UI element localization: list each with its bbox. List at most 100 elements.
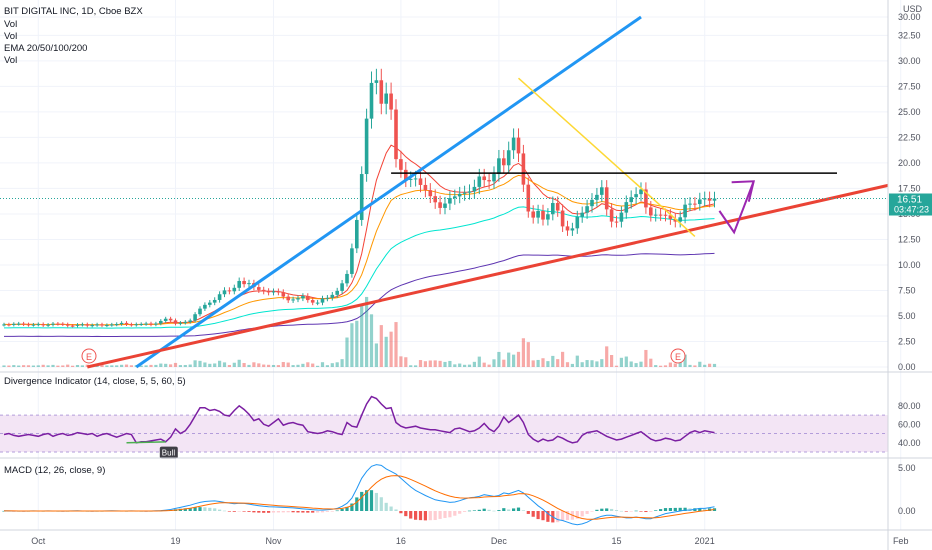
candle[interactable]: [394, 99, 398, 168]
candle[interactable]: [193, 312, 197, 323]
candle[interactable]: [658, 208, 663, 221]
candle[interactable]: [159, 319, 163, 326]
candle[interactable]: [26, 322, 31, 327]
candle[interactable]: [389, 82, 393, 120]
candle[interactable]: [296, 295, 300, 303]
earnings-badge-1[interactable]: E: [81, 348, 97, 364]
candle[interactable]: [619, 206, 624, 228]
candle[interactable]: [673, 213, 678, 228]
legend-vol-3[interactable]: Vol: [4, 55, 17, 66]
candle[interactable]: [212, 297, 217, 306]
candle[interactable]: [119, 321, 124, 326]
candle[interactable]: [56, 322, 60, 326]
candle[interactable]: [379, 68, 384, 115]
candle[interactable]: [688, 197, 692, 212]
candle[interactable]: [521, 144, 526, 192]
candle[interactable]: [36, 322, 41, 327]
candle[interactable]: [124, 321, 129, 327]
candle[interactable]: [46, 323, 50, 327]
candle[interactable]: [320, 295, 325, 306]
legend[interactable]: BIT DIGITAL INC, 1D, Cboe BZX Vol Vol EM…: [4, 6, 143, 66]
candle[interactable]: [168, 316, 173, 323]
candle[interactable]: [276, 288, 281, 296]
candles[interactable]: [2, 68, 717, 328]
candle[interactable]: [565, 220, 570, 236]
candle[interactable]: [261, 286, 266, 295]
candle[interactable]: [580, 206, 584, 223]
candle[interactable]: [541, 204, 545, 226]
candle[interactable]: [325, 295, 330, 302]
candle[interactable]: [95, 322, 99, 327]
candle[interactable]: [114, 322, 119, 327]
candle[interactable]: [428, 183, 433, 204]
trendline-yellow[interactable]: [517, 77, 696, 237]
candle[interactable]: [590, 193, 594, 213]
candle[interactable]: [310, 297, 315, 306]
candle[interactable]: [345, 270, 349, 287]
candle[interactable]: [467, 184, 472, 200]
candle[interactable]: [129, 322, 134, 327]
candle[interactable]: [546, 208, 550, 226]
candle[interactable]: [649, 201, 653, 222]
candle[interactable]: [438, 195, 442, 215]
candle[interactable]: [511, 128, 516, 159]
candle[interactable]: [531, 205, 535, 224]
candle[interactable]: [105, 323, 109, 328]
candle[interactable]: [31, 322, 36, 327]
macd-title[interactable]: MACD (12, 26, close, 9): [4, 465, 105, 476]
candle[interactable]: [453, 189, 457, 205]
candle[interactable]: [51, 322, 55, 327]
candle[interactable]: [551, 196, 555, 221]
candle[interactable]: [281, 289, 286, 300]
candle[interactable]: [242, 277, 246, 288]
candle[interactable]: [516, 128, 521, 162]
candle[interactable]: [85, 322, 90, 328]
rsi-title[interactable]: Divergence Indicator (14, close, 5, 5, 6…: [4, 376, 186, 387]
candle[interactable]: [497, 149, 501, 182]
macd-axis[interactable]: 5.00 0.00: [898, 463, 916, 516]
rsi-axis[interactable]: 80.00 60.00 40.00: [898, 401, 921, 448]
candle[interactable]: [315, 300, 320, 306]
candle[interactable]: [330, 291, 335, 301]
candle[interactable]: [678, 211, 682, 228]
candle[interactable]: [203, 302, 207, 311]
candle[interactable]: [163, 316, 168, 323]
candle[interactable]: [418, 170, 423, 193]
candle[interactable]: [173, 318, 178, 326]
candle[interactable]: [335, 287, 339, 298]
candle[interactable]: [482, 168, 486, 188]
price-pane[interactable]: [0, 15, 889, 369]
candle[interactable]: [369, 71, 374, 129]
trendline-red[interactable]: [86, 183, 889, 369]
projection-arrow[interactable]: [718, 180, 755, 235]
candle[interactable]: [100, 322, 104, 328]
candle[interactable]: [624, 195, 629, 219]
time-axis[interactable]: Oct19Nov16Dec152021Feb15Mar15Apr19May17: [31, 536, 932, 546]
candle[interactable]: [41, 322, 45, 327]
candle[interactable]: [536, 204, 540, 224]
candle[interactable]: [217, 291, 222, 303]
candle[interactable]: [301, 293, 305, 302]
legend-title[interactable]: BIT DIGITAL INC, 1D, Cboe BZX: [4, 6, 143, 17]
candle[interactable]: [208, 300, 212, 308]
candle[interactable]: [7, 322, 11, 327]
candle[interactable]: [257, 283, 261, 293]
candle[interactable]: [12, 322, 16, 327]
candle[interactable]: [457, 186, 462, 204]
candle[interactable]: [609, 203, 614, 228]
legend-vol-2[interactable]: Vol: [4, 31, 17, 42]
candle[interactable]: [600, 180, 604, 202]
candle[interactable]: [350, 243, 354, 278]
candle[interactable]: [433, 189, 437, 209]
candle[interactable]: [266, 288, 271, 296]
rsi-pane[interactable]: Bull: [0, 395, 888, 459]
candle[interactable]: [139, 322, 143, 326]
candle[interactable]: [364, 108, 369, 182]
candle[interactable]: [492, 166, 496, 189]
candle[interactable]: [61, 322, 65, 327]
legend-ema[interactable]: EMA 20/50/100/200: [4, 43, 87, 54]
candle[interactable]: [247, 279, 251, 288]
candle[interactable]: [560, 204, 565, 233]
candle[interactable]: [629, 190, 633, 209]
